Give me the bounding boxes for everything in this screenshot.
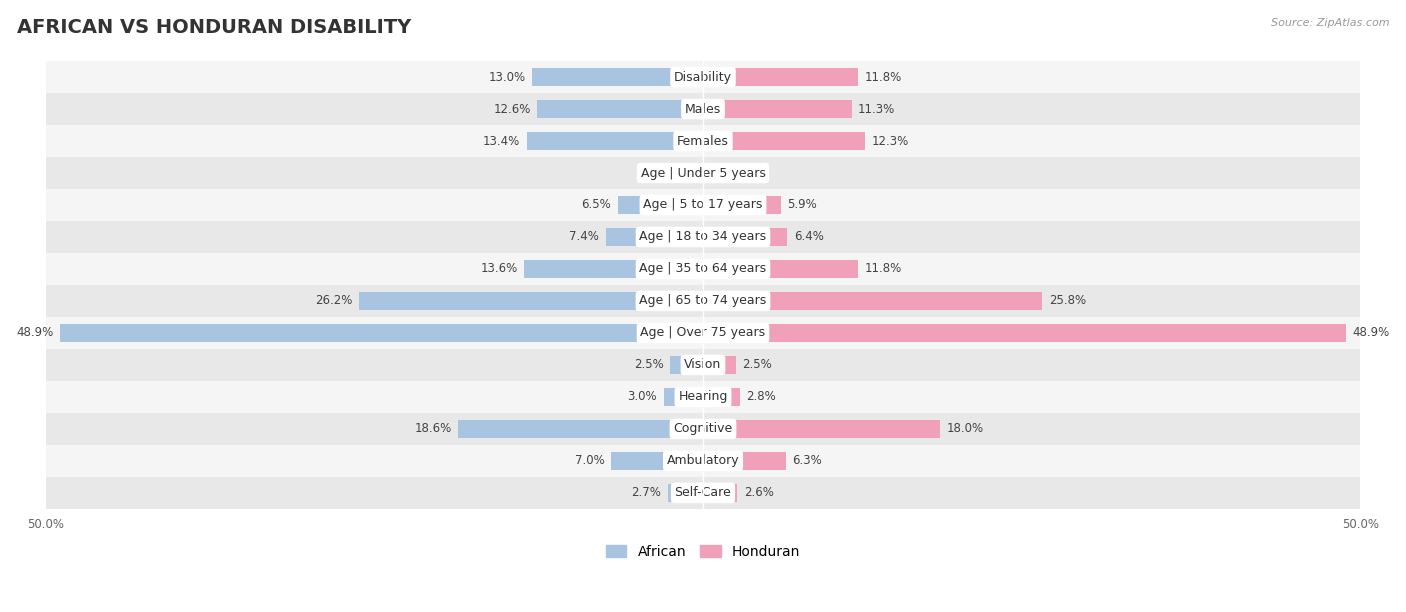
Bar <box>685 164 703 182</box>
Text: 12.6%: 12.6% <box>494 103 531 116</box>
Bar <box>527 132 703 150</box>
Text: 11.8%: 11.8% <box>865 263 901 275</box>
Bar <box>703 100 852 118</box>
Text: Self-Care: Self-Care <box>675 487 731 499</box>
Bar <box>46 61 1360 93</box>
Bar <box>46 317 1360 349</box>
Bar <box>46 413 1360 445</box>
Bar <box>703 356 735 374</box>
Text: Hearing: Hearing <box>678 390 728 403</box>
Text: Vision: Vision <box>685 359 721 371</box>
Bar <box>664 388 703 406</box>
Text: Age | Under 5 years: Age | Under 5 years <box>641 166 765 179</box>
Text: Age | 5 to 17 years: Age | 5 to 17 years <box>644 198 762 212</box>
Bar <box>46 381 1360 413</box>
Bar <box>703 324 1346 341</box>
Bar <box>703 260 858 278</box>
Text: 13.6%: 13.6% <box>481 263 517 275</box>
Bar <box>524 260 703 278</box>
Bar <box>668 484 703 502</box>
Legend: African, Honduran: African, Honduran <box>600 539 806 564</box>
Text: 6.4%: 6.4% <box>794 231 824 244</box>
Bar <box>46 221 1360 253</box>
Bar <box>46 285 1360 317</box>
Text: 5.9%: 5.9% <box>787 198 817 212</box>
Text: Age | 65 to 74 years: Age | 65 to 74 years <box>640 294 766 307</box>
Text: 11.8%: 11.8% <box>865 70 901 83</box>
Bar <box>703 196 780 214</box>
Bar <box>703 484 737 502</box>
Text: Age | Over 75 years: Age | Over 75 years <box>641 326 765 340</box>
Bar <box>606 228 703 246</box>
Bar <box>458 420 703 438</box>
Bar <box>46 477 1360 509</box>
Bar <box>46 189 1360 221</box>
Text: 13.0%: 13.0% <box>488 70 526 83</box>
Bar <box>671 356 703 374</box>
Text: 3.0%: 3.0% <box>627 390 657 403</box>
Bar <box>703 420 939 438</box>
Bar <box>46 349 1360 381</box>
Text: 2.7%: 2.7% <box>631 487 661 499</box>
Text: 13.4%: 13.4% <box>484 135 520 147</box>
Text: 48.9%: 48.9% <box>17 326 53 340</box>
Text: Cognitive: Cognitive <box>673 422 733 435</box>
Text: 1.2%: 1.2% <box>725 166 755 179</box>
Bar <box>703 164 718 182</box>
Bar <box>46 157 1360 189</box>
Text: Age | 18 to 34 years: Age | 18 to 34 years <box>640 231 766 244</box>
Text: Disability: Disability <box>673 70 733 83</box>
Text: 48.9%: 48.9% <box>1353 326 1389 340</box>
Bar <box>531 68 703 86</box>
Text: 1.4%: 1.4% <box>648 166 678 179</box>
Bar <box>359 292 703 310</box>
Text: 2.8%: 2.8% <box>747 390 776 403</box>
Text: Ambulatory: Ambulatory <box>666 454 740 468</box>
Text: 11.3%: 11.3% <box>858 103 896 116</box>
Text: 26.2%: 26.2% <box>315 294 352 307</box>
Bar <box>46 253 1360 285</box>
Bar <box>703 292 1042 310</box>
Text: 18.6%: 18.6% <box>415 422 451 435</box>
Bar <box>703 228 787 246</box>
Text: Age | 35 to 64 years: Age | 35 to 64 years <box>640 263 766 275</box>
Text: 6.3%: 6.3% <box>793 454 823 468</box>
Text: 12.3%: 12.3% <box>872 135 908 147</box>
Text: 7.4%: 7.4% <box>569 231 599 244</box>
Text: 2.5%: 2.5% <box>742 359 772 371</box>
Text: 18.0%: 18.0% <box>946 422 983 435</box>
Text: Males: Males <box>685 103 721 116</box>
Text: 2.6%: 2.6% <box>744 487 773 499</box>
Text: Source: ZipAtlas.com: Source: ZipAtlas.com <box>1271 18 1389 28</box>
Bar <box>703 68 858 86</box>
Bar <box>537 100 703 118</box>
Text: AFRICAN VS HONDURAN DISABILITY: AFRICAN VS HONDURAN DISABILITY <box>17 18 411 37</box>
Text: 2.5%: 2.5% <box>634 359 664 371</box>
Bar <box>703 452 786 469</box>
Text: 25.8%: 25.8% <box>1049 294 1085 307</box>
Text: Females: Females <box>678 135 728 147</box>
Text: 6.5%: 6.5% <box>581 198 612 212</box>
Bar <box>612 452 703 469</box>
Bar <box>703 132 865 150</box>
Bar <box>617 196 703 214</box>
Bar <box>46 93 1360 125</box>
Bar <box>46 445 1360 477</box>
Bar <box>46 125 1360 157</box>
Bar <box>703 388 740 406</box>
Text: 7.0%: 7.0% <box>575 454 605 468</box>
Bar <box>60 324 703 341</box>
